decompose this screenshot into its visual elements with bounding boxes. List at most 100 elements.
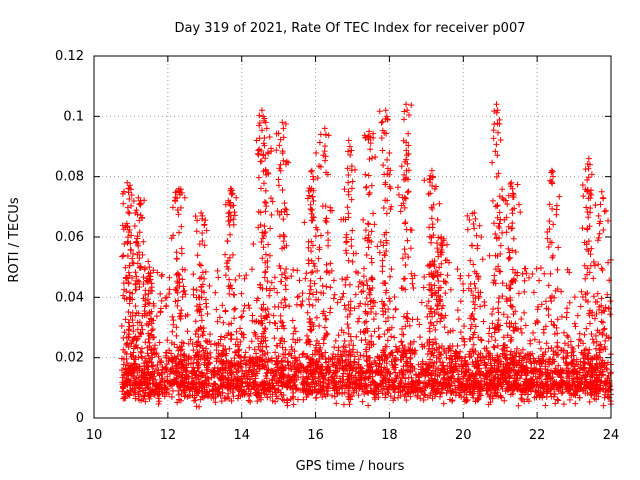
data-point [470,361,477,368]
data-point [261,358,268,365]
data-point [310,198,317,205]
data-point [410,338,417,345]
data-point [391,334,398,341]
data-point [202,374,209,381]
data-point [204,310,211,317]
data-point [524,369,531,376]
data-point [270,372,277,379]
data-point [509,266,516,273]
data-point [365,221,372,228]
data-point [578,288,585,295]
data-point [468,287,475,294]
data-point [392,343,399,350]
data-point [126,210,133,217]
data-point [271,335,278,342]
data-point [232,276,239,283]
data-point [584,177,591,184]
data-point [493,141,500,148]
data-point [199,281,206,288]
data-point [593,396,600,403]
data-point [424,367,431,374]
data-point [408,383,415,390]
data-point [465,366,472,373]
data-point [476,381,483,388]
data-point [356,385,363,392]
data-point [384,368,391,375]
data-point [454,367,461,374]
data-point [327,260,334,267]
data-point [545,312,552,319]
data-point [303,270,310,277]
data-point [584,371,591,378]
data-point [404,310,411,317]
data-point [451,382,458,389]
data-point [599,266,606,273]
data-point [214,365,221,372]
data-point [212,399,219,406]
data-point [155,391,162,398]
data-point [501,397,508,404]
data-point [424,313,431,320]
data-point [380,242,387,249]
data-point [250,367,257,374]
data-point [378,119,385,126]
data-point [179,266,186,273]
data-point [298,302,305,309]
data-point [487,385,494,392]
data-point [364,220,371,227]
data-point [493,101,500,108]
data-point [351,380,358,387]
data-point [354,318,361,325]
data-point [155,367,162,374]
data-point [163,349,170,356]
data-point [483,345,490,352]
data-point [279,370,286,377]
data-points [118,101,614,410]
data-point [258,127,265,134]
data-point [141,379,148,386]
data-point [447,286,454,293]
data-point [438,234,445,240]
data-point [128,232,135,239]
data-point [314,267,321,274]
data-point [370,297,377,304]
x-tick-label: 10 [86,428,103,443]
data-point [238,375,245,382]
data-point [492,148,499,155]
data-point [317,275,324,282]
data-point [394,348,401,355]
data-point [397,208,404,215]
data-point [518,316,525,323]
data-point [258,313,265,320]
data-point [320,340,327,347]
data-point [494,356,501,363]
data-point [346,401,353,408]
data-point [213,347,220,354]
data-point [131,373,138,380]
data-point [470,221,477,228]
data-point [259,379,266,386]
data-point [276,375,283,382]
data-point [285,159,292,166]
data-point [598,295,605,302]
data-point [558,390,565,397]
data-point [223,360,230,367]
data-point [437,312,444,319]
data-point [173,249,180,256]
data-point [572,400,579,407]
data-point [512,353,519,360]
data-point [564,332,571,339]
data-point [332,379,339,386]
data-point [504,201,511,208]
data-point [222,307,229,314]
data-point [330,277,337,284]
data-point [556,193,563,200]
data-point [582,360,589,367]
data-point [364,282,371,289]
data-point [196,301,203,308]
data-point [219,366,226,373]
data-point [261,269,268,276]
data-point [398,338,405,345]
data-point [349,227,356,234]
data-point [388,333,395,340]
